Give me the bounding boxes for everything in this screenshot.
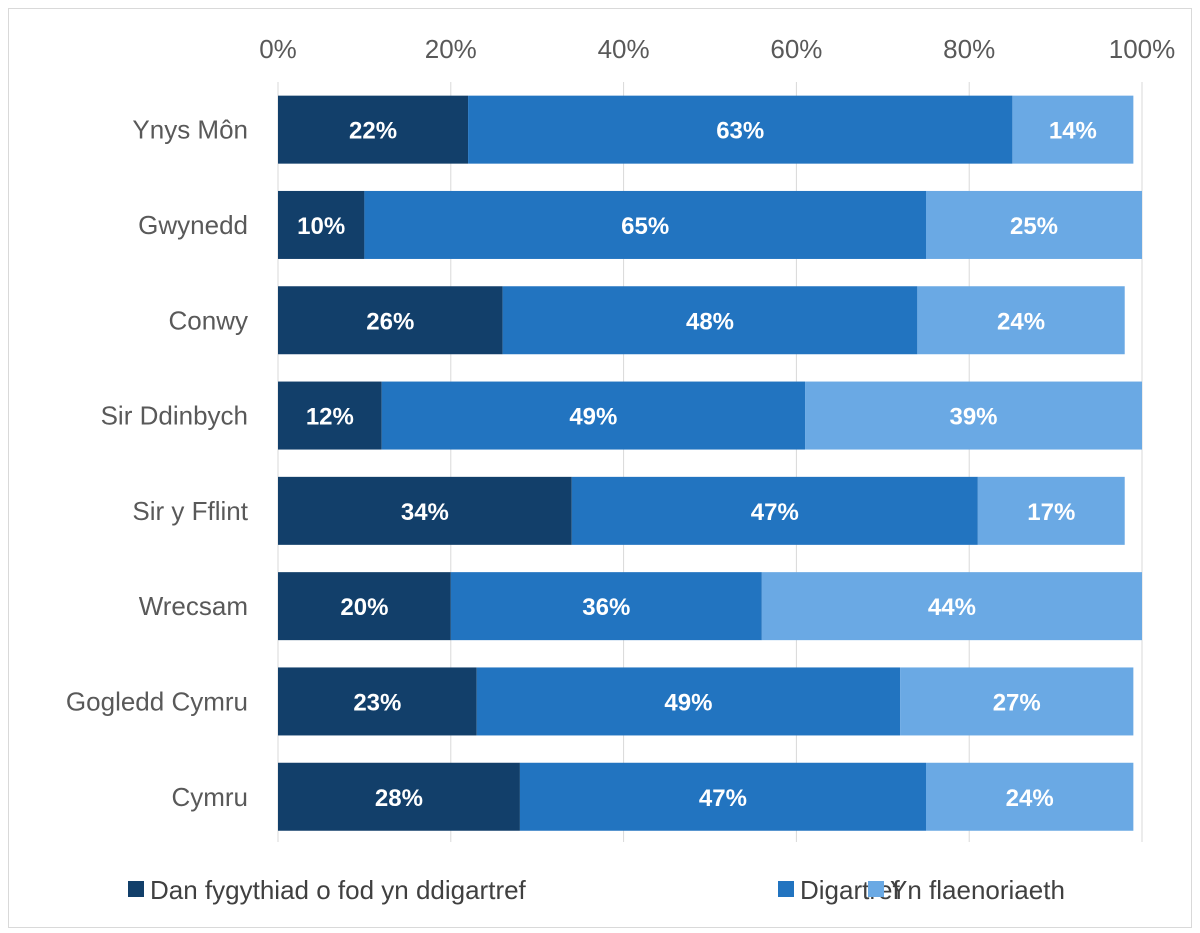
data-label: 26%	[366, 308, 414, 335]
bar-segment	[278, 572, 451, 641]
bar-segment	[502, 286, 918, 355]
bar-segment	[381, 381, 806, 450]
bar-segment	[364, 190, 926, 259]
data-label: 23%	[353, 689, 401, 716]
category-label: Sir Ddinbych	[101, 401, 248, 431]
bar-segment	[805, 381, 1142, 450]
bar-segment	[278, 95, 469, 164]
bar-segment	[900, 667, 1134, 736]
category-labels: Ynys Môn Gwynedd Conwy Sir Ddinbych Sir y Ff…	[66, 115, 249, 812]
x-tick-label: 40%	[598, 34, 650, 64]
legend-label: Digartref	[800, 875, 900, 905]
data-label: 22%	[349, 118, 397, 145]
data-label: 48%	[686, 308, 734, 335]
legend: Dan fygythiad o fod yn ddigartref Digartr…	[128, 875, 1065, 905]
bar-segment	[1012, 95, 1134, 164]
category-label: Gogledd Cymru	[66, 686, 248, 716]
category-label: Ynys Môn	[132, 115, 248, 145]
data-label: 12%	[306, 404, 354, 431]
data-label: 24%	[997, 308, 1045, 335]
data-label: 17%	[1027, 499, 1075, 526]
bar-segment	[278, 667, 477, 736]
legend-swatch	[778, 881, 794, 897]
data-label: 28%	[375, 785, 423, 812]
legend-swatch	[868, 881, 884, 897]
bar-segment	[278, 381, 382, 450]
bar-segment	[977, 476, 1125, 545]
bar-segment	[468, 95, 1013, 164]
x-tick-label: 20%	[425, 34, 477, 64]
bar-segment	[278, 286, 503, 355]
x-tick-label: 0%	[259, 34, 297, 64]
category-label: Cymru	[171, 782, 248, 812]
x-axis-ticks: 0% 20% 40% 60% 80% 100%	[259, 34, 1175, 64]
category-label: Sir y Fflint	[132, 496, 248, 526]
bar-segment	[278, 762, 520, 831]
data-label: 36%	[582, 594, 630, 621]
x-tick-label: 60%	[770, 34, 822, 64]
bar-segment	[278, 476, 572, 545]
data-label: 63%	[716, 118, 764, 145]
data-label: 34%	[401, 499, 449, 526]
bar-segment	[917, 286, 1125, 355]
bar-segment	[476, 667, 901, 736]
data-label: 14%	[1049, 118, 1097, 145]
data-label: 47%	[699, 785, 747, 812]
data-label: 10%	[297, 213, 345, 240]
category-label: Conwy	[169, 305, 248, 335]
x-tick-label: 80%	[943, 34, 995, 64]
legend-label: Dan fygythiad o fod yn ddigartref	[150, 875, 527, 905]
bars: 22% 63% 14% 10% 65% 25% 26% 48% 24% 12% 49% 39% 34% 4…	[278, 95, 1142, 831]
legend-label: Yn flaenoriaeth	[890, 875, 1065, 905]
bar-segment	[761, 572, 1142, 641]
bar-segment	[571, 476, 978, 545]
data-label: 44%	[928, 594, 976, 621]
data-label: 20%	[340, 594, 388, 621]
data-label: 47%	[751, 499, 799, 526]
bar-segment	[450, 572, 762, 641]
bar-segment	[926, 190, 1142, 259]
data-label: 49%	[569, 404, 617, 431]
bar-segment	[278, 190, 365, 259]
category-label: Gwynedd	[138, 210, 248, 240]
legend-swatch	[128, 881, 144, 897]
data-label: 39%	[949, 404, 997, 431]
bar-segment	[519, 762, 926, 831]
data-label: 24%	[1006, 785, 1054, 812]
data-label: 27%	[993, 689, 1041, 716]
data-label: 25%	[1010, 213, 1058, 240]
x-tick-label: 100%	[1109, 34, 1176, 64]
category-label: Wrecsam	[139, 591, 248, 621]
data-label: 49%	[664, 689, 712, 716]
bar-segment	[926, 762, 1134, 831]
data-label: 65%	[621, 213, 669, 240]
